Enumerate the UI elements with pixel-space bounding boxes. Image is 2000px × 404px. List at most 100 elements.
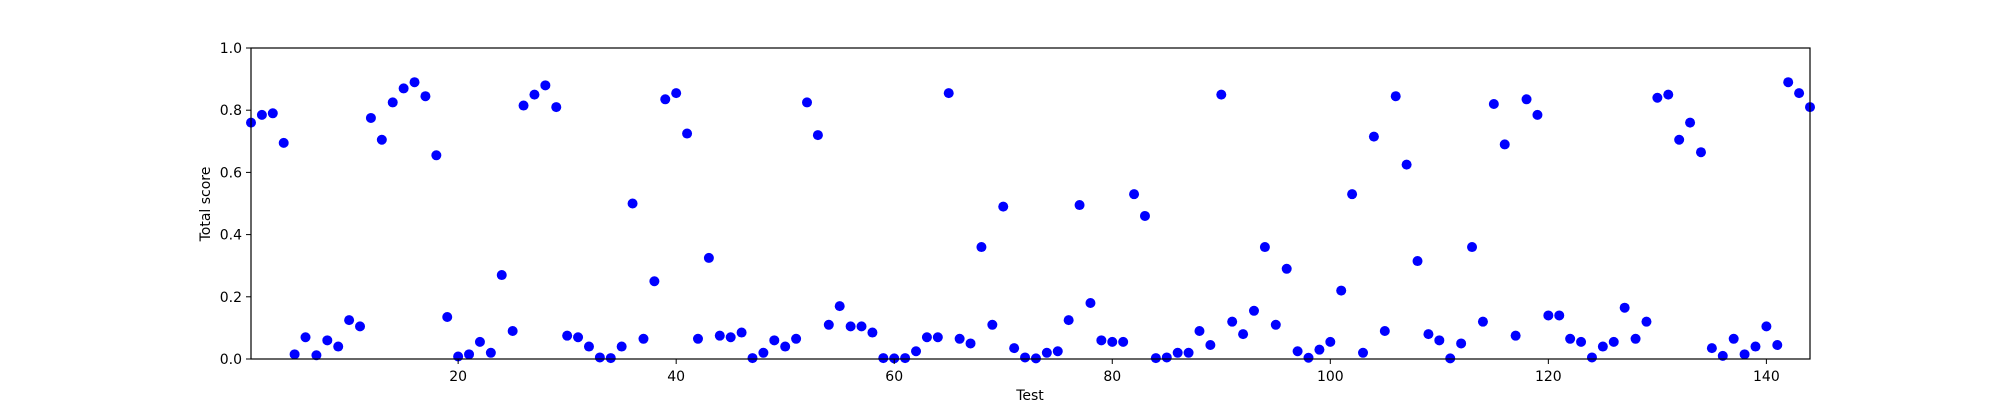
data-point: [1161, 352, 1172, 363]
data-point: [616, 341, 627, 352]
data-point: [1586, 352, 1597, 363]
points-layer: [246, 77, 1815, 364]
data-point: [911, 346, 922, 357]
data-point: [1303, 352, 1314, 363]
data-point: [998, 201, 1009, 212]
y-axis: 0.0 0.2 0.4 0.6 0.8 1.0: [220, 41, 251, 368]
data-point: [344, 315, 355, 326]
data-point: [1118, 336, 1129, 347]
data-point: [1456, 338, 1467, 349]
data-point: [900, 353, 911, 364]
data-point: [1107, 336, 1118, 347]
data-point: [1150, 353, 1161, 364]
y-tick-label: 1.0: [220, 41, 242, 57]
data-point: [289, 349, 300, 360]
data-point: [1085, 298, 1096, 309]
data-point: [540, 80, 551, 91]
data-point: [660, 94, 671, 105]
y-tick-label: 0.6: [220, 165, 242, 181]
data-point: [1717, 350, 1728, 361]
data-point: [921, 332, 932, 343]
x-tick-label: 20: [449, 369, 467, 385]
data-point: [322, 335, 333, 346]
data-point: [878, 353, 889, 364]
data-point: [802, 97, 813, 108]
data-point: [605, 353, 616, 364]
data-point: [573, 332, 584, 343]
data-point: [1652, 92, 1663, 103]
data-point: [692, 333, 703, 344]
data-point: [485, 347, 496, 358]
data-point: [856, 321, 867, 332]
data-point: [409, 77, 420, 88]
data-point: [551, 102, 562, 113]
data-point: [1259, 242, 1270, 253]
data-point: [1674, 134, 1685, 145]
data-point: [1423, 329, 1434, 340]
data-point: [1477, 316, 1488, 327]
data-point: [1794, 88, 1805, 99]
data-point: [671, 88, 682, 99]
data-point: [1129, 189, 1140, 200]
data-point: [1739, 349, 1750, 360]
data-point: [594, 352, 605, 363]
data-point: [867, 327, 878, 338]
data-point: [758, 347, 769, 358]
data-point: [1052, 346, 1063, 357]
data-point: [812, 130, 823, 141]
data-point: [1685, 117, 1696, 128]
data-point: [1510, 330, 1521, 341]
data-point: [627, 198, 638, 209]
data-point: [442, 312, 453, 323]
data-point: [333, 341, 344, 352]
data-point: [278, 137, 289, 148]
plot-frame: [250, 47, 1811, 360]
x-tick-label: 40: [667, 369, 685, 385]
data-point: [1783, 77, 1794, 88]
data-point: [1205, 340, 1216, 350]
data-point: [1238, 329, 1249, 340]
data-point: [834, 301, 845, 312]
data-point: [987, 319, 998, 330]
data-point: [1227, 316, 1238, 327]
data-point: [1074, 200, 1085, 211]
data-point: [1020, 352, 1031, 363]
data-point: [1401, 159, 1412, 170]
data-point: [1619, 302, 1630, 313]
data-point: [1630, 333, 1641, 344]
data-point: [703, 252, 714, 263]
y-axis-label: Total score: [198, 167, 214, 243]
data-point: [1761, 321, 1772, 332]
data-point: [736, 327, 747, 338]
data-point: [1499, 139, 1510, 150]
data-point: [1750, 341, 1761, 352]
data-point: [943, 88, 954, 99]
data-point: [725, 332, 736, 343]
data-point: [638, 333, 649, 344]
data-point: [965, 338, 976, 349]
data-point: [714, 330, 725, 341]
y-tick-label: 0.8: [220, 103, 242, 119]
x-axis-label: Test: [1015, 388, 1044, 400]
data-point: [311, 350, 322, 361]
data-point: [649, 276, 660, 287]
x-axis: 20 40 60 80 100 120 140: [449, 359, 1780, 385]
data-point: [1390, 91, 1401, 102]
data-point: [932, 332, 943, 343]
data-point: [1543, 310, 1554, 321]
y-tick-label: 0.4: [220, 228, 242, 244]
data-point: [256, 109, 267, 120]
x-tick-label: 100: [1317, 369, 1344, 385]
data-point: [518, 100, 529, 111]
data-point: [1597, 341, 1608, 352]
x-tick-label: 60: [885, 369, 903, 385]
data-point: [1096, 335, 1107, 346]
data-point: [780, 341, 791, 352]
data-point: [431, 150, 442, 161]
data-point: [1314, 344, 1325, 355]
data-point: [1379, 326, 1390, 337]
data-point: [398, 83, 409, 94]
data-point: [1565, 333, 1576, 344]
